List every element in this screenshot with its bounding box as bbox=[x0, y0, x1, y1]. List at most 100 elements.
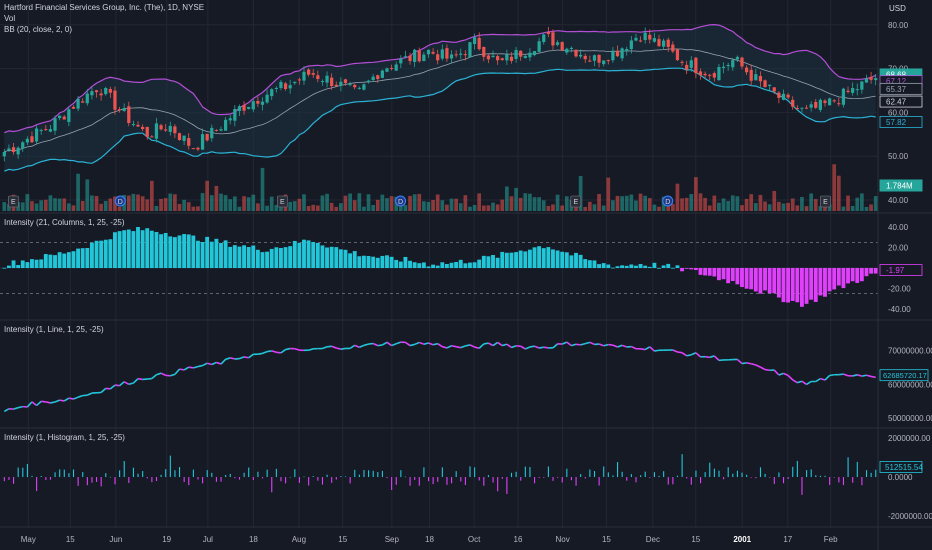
candle-body bbox=[25, 138, 29, 143]
intensity-column bbox=[196, 240, 200, 268]
volume-bar bbox=[749, 194, 754, 211]
intensity-line-segment bbox=[109, 384, 116, 390]
intensity-line-segment bbox=[63, 397, 70, 402]
intensity-column bbox=[421, 262, 426, 268]
volume-bar bbox=[205, 180, 210, 211]
candle-body bbox=[689, 60, 693, 68]
intensity-column bbox=[228, 246, 233, 268]
histogram-bar bbox=[699, 477, 702, 484]
volume-bar bbox=[578, 176, 583, 211]
volume-bar bbox=[777, 201, 781, 211]
candle-body bbox=[648, 34, 652, 40]
candle-body bbox=[445, 48, 449, 59]
intensity-line-segment bbox=[377, 344, 383, 347]
candle-body bbox=[53, 118, 57, 131]
histogram-bar bbox=[229, 473, 231, 478]
volume-bar bbox=[366, 194, 371, 211]
volume-bar bbox=[454, 198, 458, 211]
histogram-bar bbox=[257, 471, 259, 478]
chart-legend: Hartford Financial Services Group, Inc. … bbox=[4, 2, 204, 35]
earnings-marker bbox=[820, 195, 831, 208]
intensity-column bbox=[615, 266, 620, 268]
candle-body bbox=[440, 49, 444, 59]
candle-body bbox=[583, 55, 587, 60]
histogram-bar bbox=[354, 469, 356, 478]
candle-body bbox=[841, 88, 846, 105]
intensity-line-segment bbox=[220, 358, 227, 365]
volume-bar bbox=[707, 205, 712, 211]
intensity-column bbox=[191, 235, 196, 268]
histogram-bar bbox=[510, 472, 513, 478]
volume-legend[interactable]: Vol bbox=[4, 14, 16, 23]
intensity-line-segment bbox=[54, 399, 60, 403]
intensity-column bbox=[302, 239, 306, 268]
histogram-bar bbox=[538, 477, 540, 478]
intensity-line-segment bbox=[534, 345, 540, 349]
histogram-bar bbox=[68, 473, 70, 478]
intensity-line-segment bbox=[216, 361, 222, 365]
intensity-column bbox=[113, 232, 117, 268]
bollinger-legend[interactable]: BB (20, close, 2, 0) bbox=[4, 25, 73, 34]
intensity-column bbox=[205, 236, 210, 268]
histogram-bar bbox=[169, 455, 171, 478]
candle-body bbox=[242, 105, 246, 111]
intensity-histogram-legend[interactable]: Intensity (1, Histogram, 1, 25, -25) bbox=[4, 433, 125, 442]
candle-body bbox=[71, 106, 76, 109]
candle-body bbox=[339, 81, 343, 86]
volume-bar bbox=[90, 195, 94, 211]
intensity-column bbox=[159, 234, 163, 268]
intensity-line-segment bbox=[705, 355, 710, 359]
candle-body bbox=[150, 136, 154, 138]
intensity-column bbox=[564, 252, 569, 268]
columns-tick-label: -40.00 bbox=[888, 305, 911, 314]
histogram-bar bbox=[363, 470, 365, 478]
intensity-column bbox=[16, 264, 21, 268]
candle-body bbox=[855, 89, 859, 91]
candle-body bbox=[827, 98, 832, 106]
histogram-bar bbox=[441, 467, 443, 478]
histogram-bar bbox=[515, 471, 517, 478]
volume-bar bbox=[670, 203, 675, 211]
candle-body bbox=[58, 115, 62, 119]
intensity-column bbox=[574, 252, 578, 268]
candle-body bbox=[874, 78, 878, 81]
histogram-bar bbox=[796, 460, 798, 478]
volume-bar bbox=[763, 201, 767, 211]
candle-body bbox=[661, 40, 666, 47]
intensity-column bbox=[449, 262, 454, 268]
symbol-title[interactable]: Hartford Financial Services Group, Inc. … bbox=[4, 3, 205, 12]
intensity-column bbox=[486, 256, 491, 268]
intensity-line-segment bbox=[690, 352, 697, 356]
candle-body bbox=[274, 87, 278, 89]
intensity-column bbox=[518, 250, 523, 268]
histogram-bar bbox=[400, 470, 402, 478]
candle-body bbox=[546, 32, 550, 34]
histogram-bar bbox=[626, 477, 628, 481]
histogram-bar bbox=[552, 477, 554, 481]
intensity-line-segment bbox=[857, 374, 863, 377]
histogram-bar bbox=[183, 477, 185, 482]
histogram-bar bbox=[861, 477, 863, 486]
intensity-column bbox=[643, 265, 648, 268]
candle-body bbox=[325, 75, 329, 83]
intensity-line-segment bbox=[266, 350, 272, 353]
volume-bar bbox=[228, 199, 233, 211]
intensity-line-segment bbox=[502, 343, 508, 347]
intensity-columns-legend[interactable]: Intensity (21, Columns, 1, 25, -25) bbox=[4, 218, 125, 227]
intensity-line-legend[interactable]: Intensity (1, Line, 1, 25, -25) bbox=[4, 325, 104, 334]
intensity-column bbox=[2, 267, 7, 269]
volume-bar bbox=[583, 206, 588, 211]
volume-bar bbox=[163, 198, 168, 211]
candle-body bbox=[200, 134, 205, 150]
volume-bar bbox=[689, 194, 694, 211]
candle-body bbox=[422, 54, 426, 62]
candle-body bbox=[85, 93, 89, 104]
histogram-bar bbox=[137, 473, 139, 478]
histogram-bar bbox=[769, 477, 771, 478]
candle-body bbox=[413, 49, 417, 62]
candle-body bbox=[592, 55, 597, 61]
volume-bar bbox=[449, 198, 454, 211]
candle-body bbox=[122, 107, 126, 111]
intensity-line-segment bbox=[336, 347, 342, 350]
volume-bar bbox=[440, 200, 445, 211]
